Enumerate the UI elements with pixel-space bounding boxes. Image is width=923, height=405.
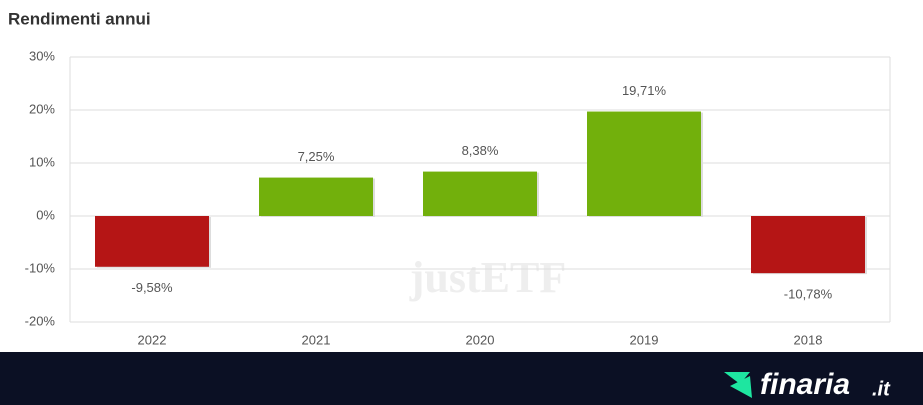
x-tick-label: 2019 xyxy=(630,332,659,347)
x-tick-label: 2020 xyxy=(466,332,495,347)
value-label: -9,58% xyxy=(131,280,173,295)
value-label: 7,25% xyxy=(298,149,335,164)
value-label: 19,71% xyxy=(622,83,667,98)
y-tick-label: -10% xyxy=(25,260,56,275)
footer xyxy=(0,352,923,405)
y-tick-label: 0% xyxy=(36,207,55,222)
bar xyxy=(423,171,537,216)
y-tick-label: 30% xyxy=(29,48,55,63)
brand-name: finaria xyxy=(760,368,850,401)
watermark: justETF xyxy=(409,253,566,302)
bar xyxy=(587,111,701,216)
bar xyxy=(259,177,373,216)
x-tick-label: 2018 xyxy=(794,332,823,347)
brand-suffix: .it xyxy=(872,378,891,400)
y-tick-label: 20% xyxy=(29,101,55,116)
bar xyxy=(95,216,209,267)
y-tick-label: 10% xyxy=(29,154,55,169)
value-label: 8,38% xyxy=(462,143,499,158)
bar xyxy=(751,216,865,274)
brand-logo xyxy=(724,372,752,398)
chart-title: Rendimenti annui xyxy=(8,9,151,28)
y-tick-label: -20% xyxy=(25,313,56,328)
value-label: -10,78% xyxy=(784,287,833,302)
x-tick-label: 2021 xyxy=(302,332,331,347)
x-tick-label: 2022 xyxy=(138,332,167,347)
